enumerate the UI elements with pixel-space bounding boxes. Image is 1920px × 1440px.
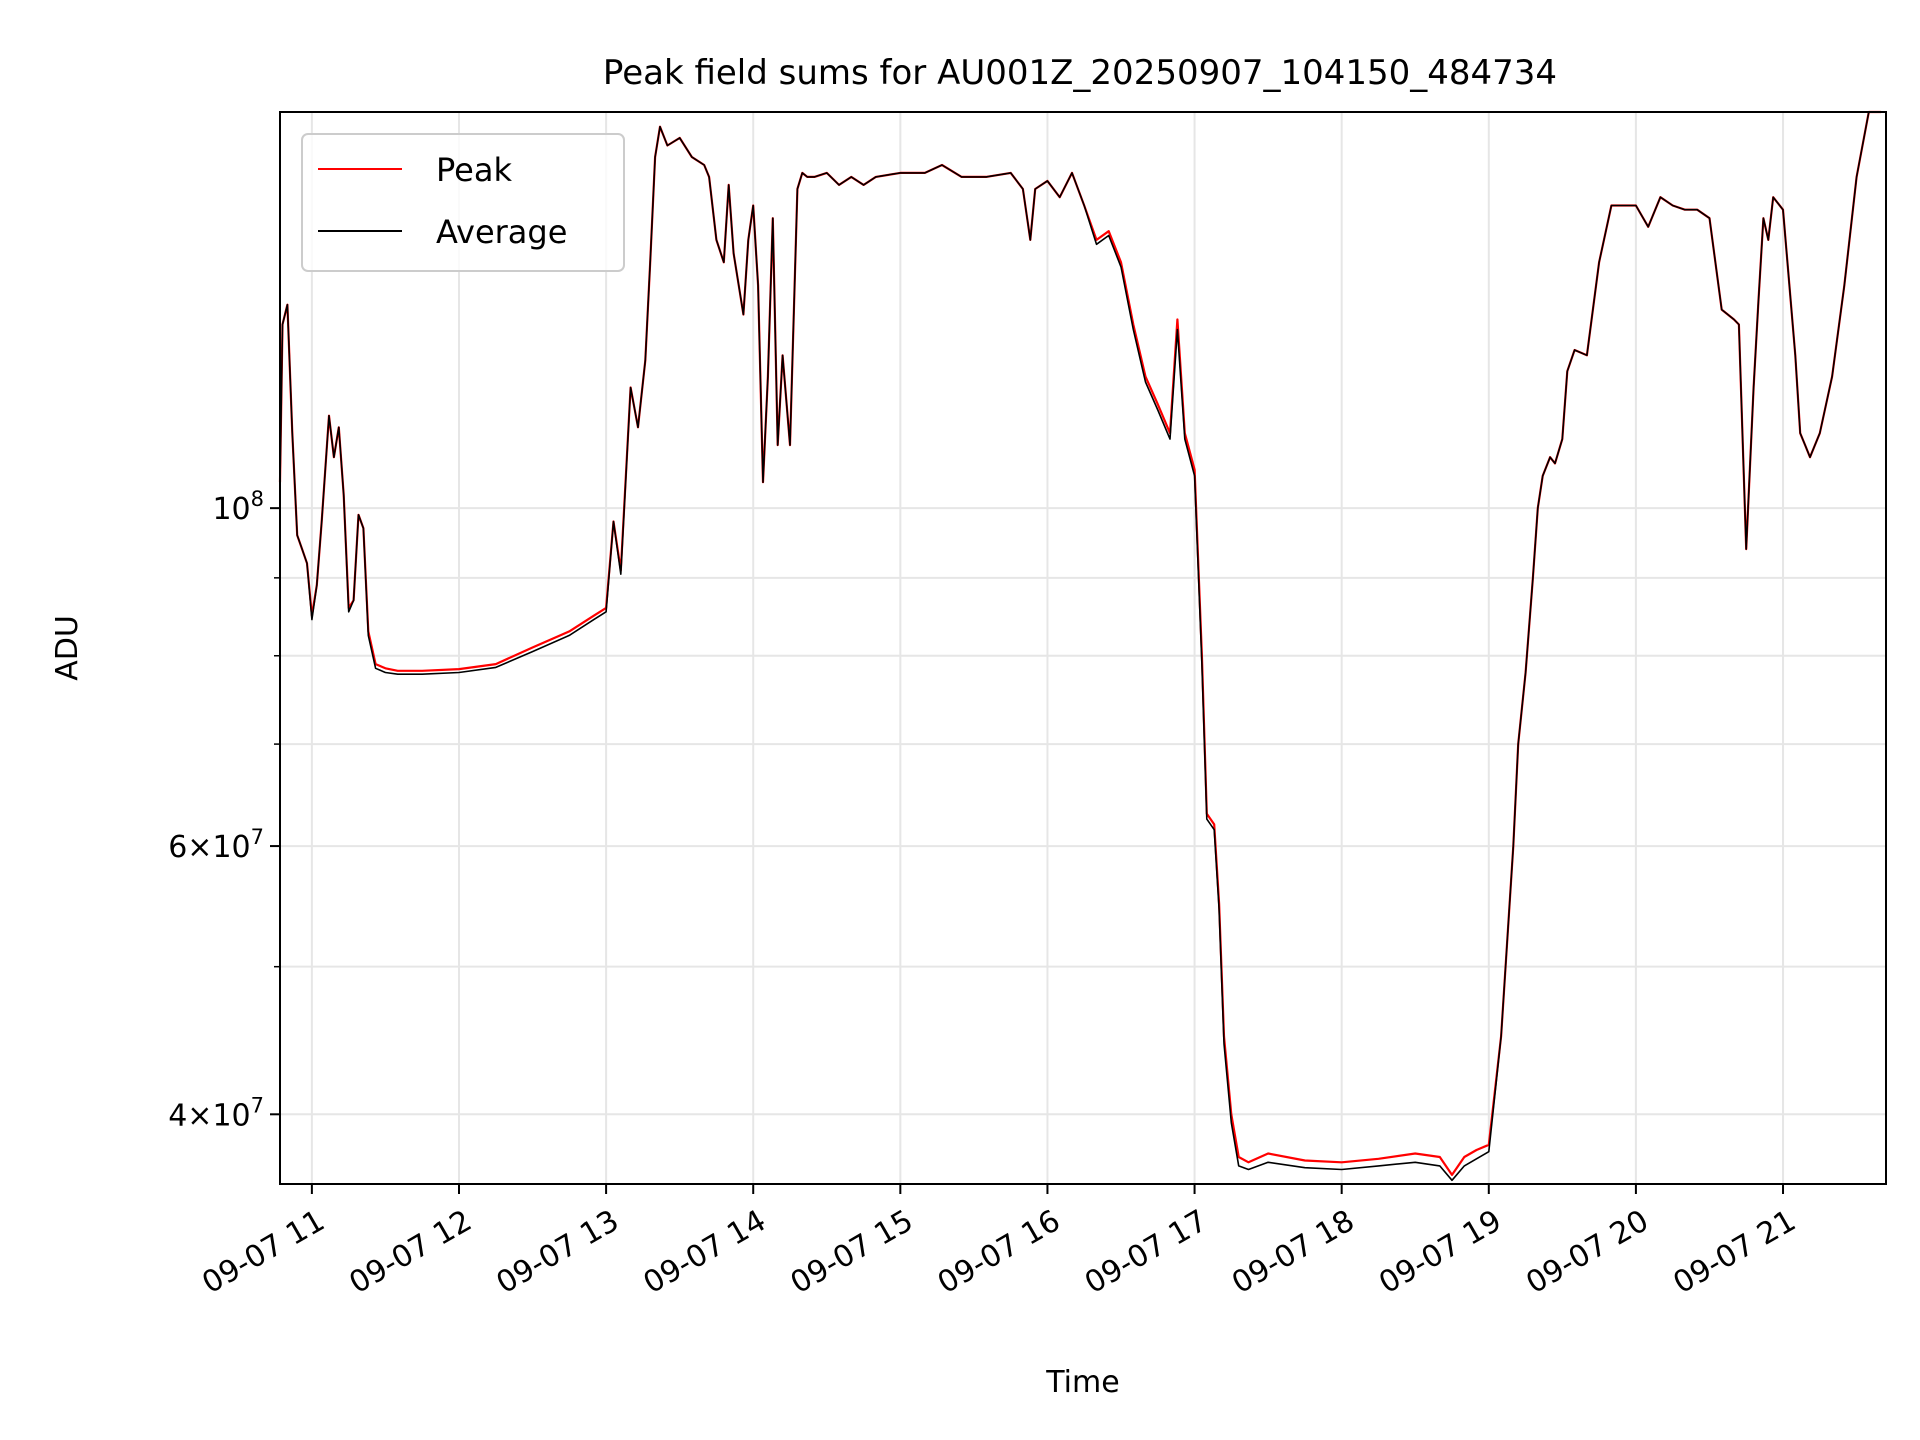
y-tick-label: 4×107 [168,1093,264,1133]
chart-title: Peak field sums for AU001Z_20250907_1041… [603,53,1557,93]
grid [280,112,1886,1184]
plot-lines [278,110,1882,1182]
legend-average-label: Average [436,213,567,251]
series-line-average [279,111,1882,1182]
legend-peak-label: Peak [436,151,512,189]
y-tick-label: 108 [212,487,264,527]
plot-frame [279,111,1887,1185]
x-axis-label: Time [1045,1365,1119,1400]
legend: Peak Average [301,133,625,272]
y-axis-label: ADU [50,615,85,681]
y-tick-label: 6×107 [168,825,264,865]
